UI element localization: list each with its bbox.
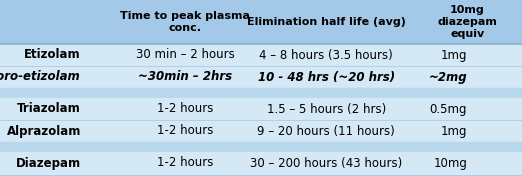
Text: 1-2 hours: 1-2 hours bbox=[157, 124, 213, 137]
Text: ~2mg: ~2mg bbox=[429, 71, 467, 83]
Text: 1-2 hours: 1-2 hours bbox=[157, 102, 213, 115]
Text: 1mg: 1mg bbox=[441, 49, 467, 61]
Bar bbox=[0, 44, 522, 66]
Bar bbox=[0, 66, 522, 88]
Text: 4 – 8 hours (3.5 hours): 4 – 8 hours (3.5 hours) bbox=[259, 49, 393, 61]
Text: 0.5mg: 0.5mg bbox=[430, 102, 467, 115]
Bar bbox=[0, 98, 522, 120]
Text: 1mg: 1mg bbox=[441, 124, 467, 137]
Text: Time to peak plasma
conc.: Time to peak plasma conc. bbox=[120, 11, 251, 33]
Text: 10 - 48 hrs (~20 hrs): 10 - 48 hrs (~20 hrs) bbox=[258, 71, 395, 83]
Text: Etizolam: Etizolam bbox=[25, 49, 81, 61]
Text: 1.5 – 5 hours (2 hrs): 1.5 – 5 hours (2 hrs) bbox=[267, 102, 386, 115]
Text: Elimination half life (avg): Elimination half life (avg) bbox=[247, 17, 406, 27]
Text: 10mg
diazepam
equiv: 10mg diazepam equiv bbox=[437, 5, 497, 39]
Text: 10mg: 10mg bbox=[433, 156, 467, 169]
Bar bbox=[0, 120, 522, 142]
Text: Alprazolam: Alprazolam bbox=[7, 124, 81, 137]
Text: 9 – 20 hours (11 hours): 9 – 20 hours (11 hours) bbox=[257, 124, 395, 137]
Bar bbox=[0, 0, 522, 44]
Text: Diazepam: Diazepam bbox=[16, 156, 81, 169]
Text: 30 min – 2 hours: 30 min – 2 hours bbox=[136, 49, 235, 61]
Bar bbox=[0, 88, 522, 98]
Text: Deschloro-etizolam: Deschloro-etizolam bbox=[0, 71, 81, 83]
Text: 1-2 hours: 1-2 hours bbox=[157, 156, 213, 169]
Text: ~30min – 2hrs: ~30min – 2hrs bbox=[138, 71, 232, 83]
Text: Triazolam: Triazolam bbox=[17, 102, 81, 115]
Bar bbox=[0, 142, 522, 152]
Text: 30 – 200 hours (43 hours): 30 – 200 hours (43 hours) bbox=[250, 156, 402, 169]
Bar bbox=[0, 152, 522, 174]
